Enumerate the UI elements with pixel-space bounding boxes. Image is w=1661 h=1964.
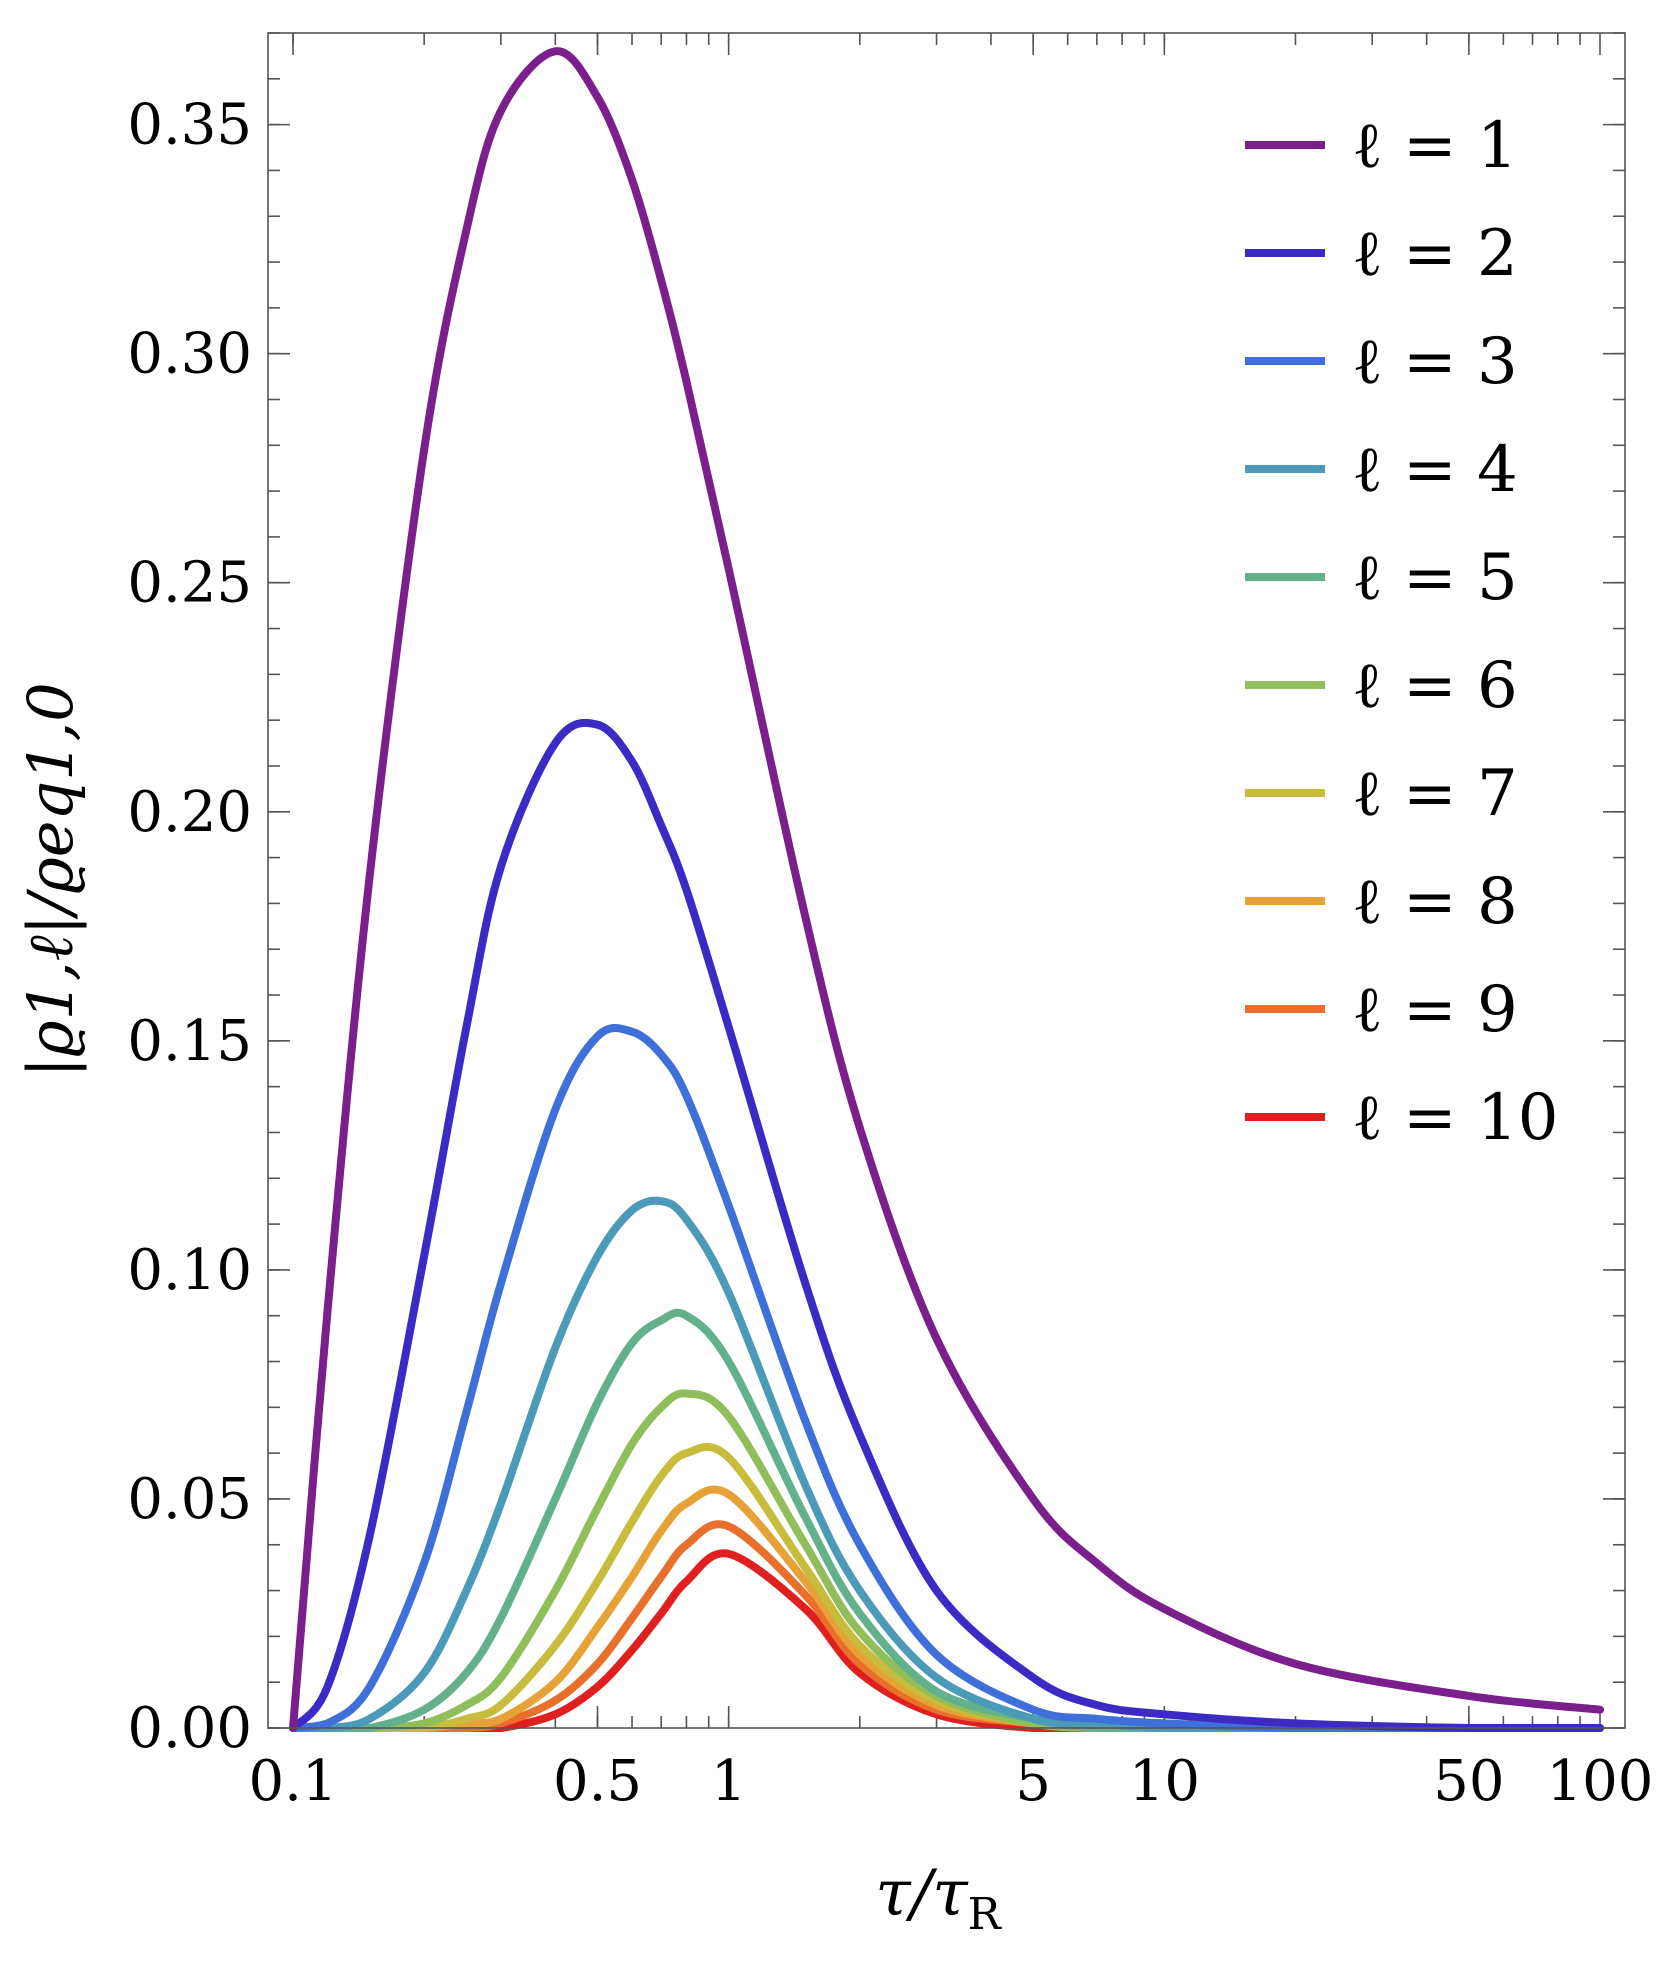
y-tick-label: 0.20 [127, 780, 252, 845]
legend-label: ℓ = 1 [1352, 109, 1518, 183]
x-tick-label: 1 [711, 1749, 747, 1814]
y-tick-label: 0.35 [127, 93, 252, 158]
y-tick-label: 0.00 [127, 1696, 252, 1761]
series-line-1 [289, 47, 1604, 1732]
x-tick-label: 50 [1433, 1749, 1504, 1814]
legend: ℓ = 1 ℓ = 2 ℓ = 3 ℓ = 4 ℓ = 5 ℓ = 6 ℓ = 7 ℓ = 8… [1245, 109, 1558, 1155]
series-line-4 [289, 1196, 1604, 1733]
plot-frame [267, 32, 1626, 1729]
y-tick-label: 0.25 [127, 551, 252, 616]
legend-label: ℓ = 5 [1352, 541, 1518, 615]
x-tick-label: 0.1 [248, 1749, 337, 1814]
legend-label: ℓ = 4 [1352, 433, 1518, 507]
y-tick-label: 0.30 [127, 322, 252, 387]
y-tick-label: 0.15 [127, 1009, 252, 1074]
y-tick-labels: 0.00 0.05 0.10 0.15 0.20 0.25 0.30 0.35 [127, 93, 252, 1761]
x-axis-label-main: τ/τ [875, 1857, 969, 1931]
x-axis-label: τ/τR [875, 1857, 1002, 1940]
legend-label: ℓ = 10 [1352, 1081, 1558, 1155]
y-tick-label: 0.05 [127, 1467, 252, 1532]
x-axis-label-sub: R [968, 1889, 1003, 1940]
x-tick-labels: 0.1 0.5 1 5 10 50 100 [248, 1749, 1653, 1814]
legend-label: ℓ = 7 [1352, 757, 1518, 831]
legend-label: ℓ = 3 [1352, 325, 1518, 399]
legend-label: ℓ = 8 [1352, 865, 1518, 939]
series-line-2 [289, 718, 1604, 1733]
legend-label: ℓ = 6 [1352, 649, 1518, 723]
legend-label: ℓ = 9 [1352, 973, 1518, 1047]
series-line-6 [289, 1389, 1604, 1733]
x-tick-label: 0.5 [553, 1749, 642, 1814]
y-tick-label: 0.10 [127, 1238, 252, 1303]
legend-label: ℓ = 2 [1352, 217, 1518, 291]
y-axis-label: |ϱ1,ℓ|/ϱeq1,0 [14, 682, 87, 1078]
x-tick-label: 100 [1547, 1749, 1654, 1814]
x-tick-label: 5 [1015, 1749, 1051, 1814]
x-tick-label: 10 [1129, 1749, 1200, 1814]
series-line-3 [289, 1023, 1604, 1733]
